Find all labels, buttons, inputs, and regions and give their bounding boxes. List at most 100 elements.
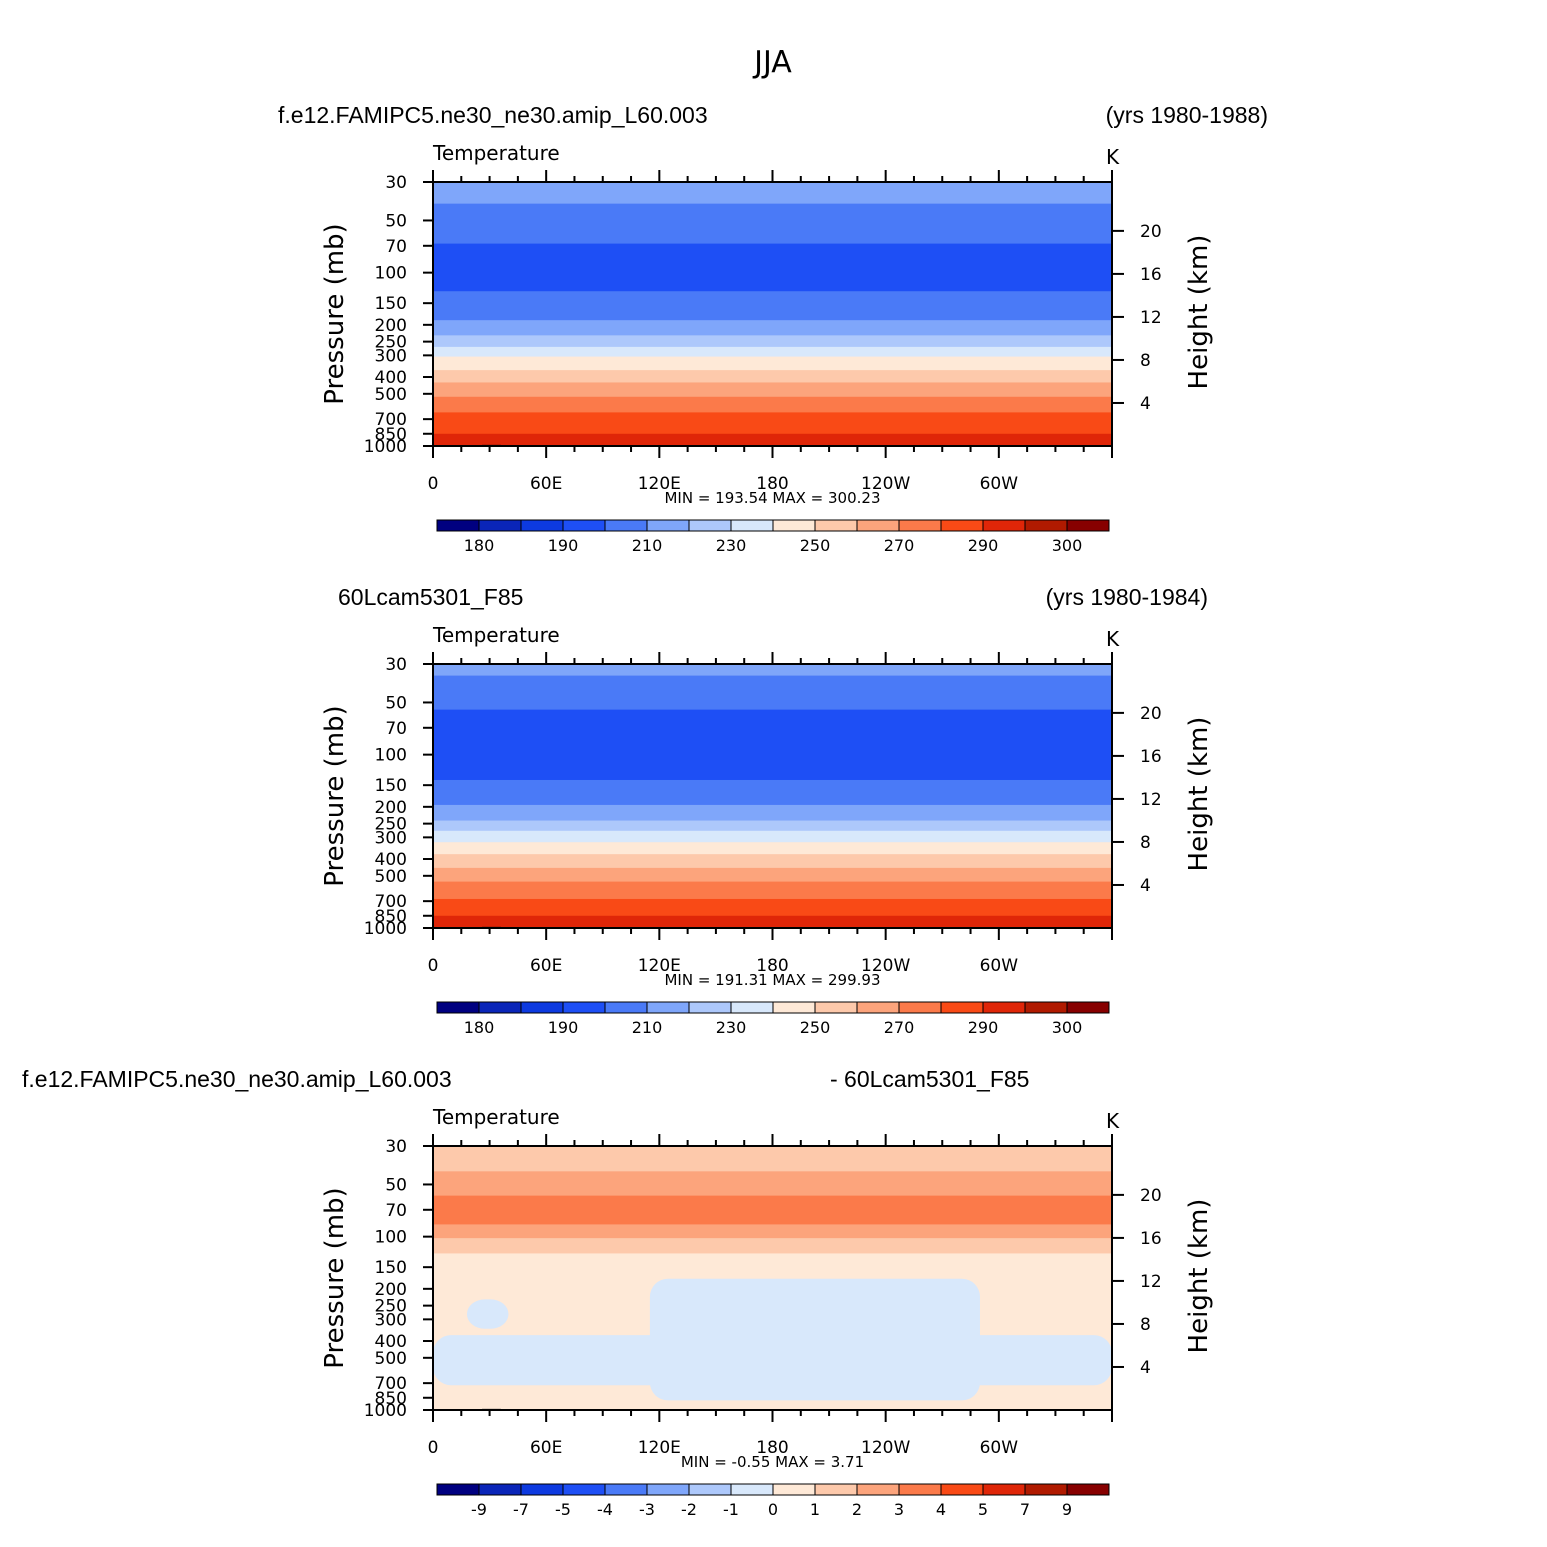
- y-tick-label: 30: [385, 655, 407, 675]
- x-tick-label: 60E: [530, 474, 562, 494]
- colorbar-label: 250: [800, 1018, 831, 1037]
- y-tick-label: 300: [375, 828, 407, 848]
- panel-1: f.e12.FAMIPC5.ne30_ne30.amip_L60.003 (yrs…: [278, 102, 1268, 555]
- colorbar-label: 270: [884, 1018, 915, 1037]
- colorbar-box: [688, 1001, 732, 1014]
- colorbar-box: [982, 1001, 1026, 1014]
- contour-band-8: [433, 356, 1112, 371]
- y-tick-label: 70: [385, 719, 407, 739]
- colorbar-label: 2: [852, 1500, 862, 1519]
- colorbar-box: [1024, 1001, 1068, 1014]
- x-tick-label: 120E: [638, 956, 681, 976]
- y-tick-label: 200: [375, 316, 407, 336]
- contour-band-13: [433, 433, 1112, 446]
- colorbar-label: 230: [716, 1018, 747, 1037]
- x-tick-label: 60W: [980, 956, 1019, 976]
- colorbar-label: 300: [1052, 1018, 1083, 1037]
- height-tick-label: 16: [1140, 265, 1162, 285]
- colorbar-label: -3: [639, 1500, 655, 1519]
- y-axis-label-right: Height (km): [1184, 1199, 1214, 1354]
- colorbar-label: -5: [555, 1500, 571, 1519]
- colorbar-box: [520, 519, 564, 532]
- colorbar-label: -7: [513, 1500, 529, 1519]
- colorbar-box: [730, 519, 774, 532]
- y-tick-label: 50: [385, 1175, 407, 1195]
- contour-band-7: [433, 830, 1112, 843]
- y-tick-label: 150: [375, 776, 407, 796]
- height-tick-label: 8: [1140, 351, 1151, 371]
- variable-label: Temperature: [432, 623, 560, 647]
- colorbar-box: [1024, 519, 1068, 532]
- y-tick-label: 150: [375, 1258, 407, 1278]
- colorbar-label: 9: [1062, 1500, 1072, 1519]
- y-tick-label: 700: [375, 892, 407, 912]
- contour-band-5: [433, 320, 1112, 336]
- x-tick-label: 0: [428, 1438, 439, 1458]
- x-tick-label: 180: [756, 1438, 788, 1458]
- colorbar-label: -9: [471, 1500, 487, 1519]
- contour-band-9: [433, 370, 1112, 383]
- colorbar-label: 210: [632, 1018, 663, 1037]
- y-tick-label: 200: [375, 798, 407, 818]
- years-label: (yrs 1980-1984): [1046, 584, 1208, 610]
- case-label: 60Lcam5301_F85: [338, 584, 523, 610]
- contour-band-1: [433, 664, 1112, 677]
- contour-band-6: [433, 335, 1112, 348]
- colorbar-box: [898, 519, 942, 532]
- contour-band-4: [433, 1224, 1112, 1239]
- colorbar-label: 4: [936, 1500, 946, 1519]
- contour-band-3: [433, 709, 1112, 781]
- contour-band-5: [433, 804, 1112, 822]
- y-tick-label: 300: [375, 1310, 407, 1330]
- minmax-text: MIN = -0.55 MAX = 3.71: [681, 1453, 864, 1471]
- colorbar-box: [1066, 519, 1110, 532]
- y-tick-label: 250: [375, 815, 407, 835]
- contour-band-3: [433, 243, 1112, 292]
- contour-band-2: [433, 203, 1112, 245]
- colorbar-box: [436, 1001, 480, 1014]
- contour-band-2: [433, 675, 1112, 711]
- plot-area: [433, 664, 1112, 928]
- y-tick-label: 150: [375, 294, 407, 314]
- y-tick-label: 500: [375, 385, 407, 405]
- colorbar-label: 210: [632, 536, 663, 555]
- x-tick-label: 180: [756, 474, 788, 494]
- colorbar-box: [436, 1483, 480, 1496]
- colorbar-label: -2: [681, 1500, 697, 1519]
- colorbar-label: 180: [464, 536, 495, 555]
- y-tick-label: 850: [375, 1389, 407, 1409]
- colorbar-label: -4: [597, 1500, 613, 1519]
- height-tick-label: 4: [1140, 1358, 1151, 1378]
- contour-region-2: [433, 1335, 1112, 1386]
- y-tick-label: 200: [375, 1280, 407, 1300]
- colorbar-box: [940, 1483, 984, 1496]
- contour-band-10: [433, 382, 1112, 398]
- contour-band-6: [433, 820, 1112, 832]
- x-tick-label: 120E: [638, 474, 681, 494]
- contour-band-13: [433, 915, 1112, 928]
- y-tick-label: 300: [375, 346, 407, 366]
- colorbar-box: [562, 519, 606, 532]
- colorbar-box: [982, 519, 1026, 532]
- contour-band-5: [433, 1238, 1112, 1254]
- contour-band-1: [433, 1146, 1112, 1172]
- colorbar-label: 190: [548, 536, 579, 555]
- height-tick-label: 20: [1140, 704, 1162, 724]
- contour-band-12: [433, 412, 1112, 435]
- height-tick-label: 16: [1140, 747, 1162, 767]
- contour-band-4: [433, 291, 1112, 321]
- y-tick-label: 30: [385, 173, 407, 193]
- colorbar-box: [772, 1483, 816, 1496]
- colorbar-box: [856, 519, 900, 532]
- colorbar-box: [772, 519, 816, 532]
- y-tick-label: 700: [375, 410, 407, 430]
- colorbar-box: [478, 1483, 522, 1496]
- height-tick-label: 4: [1140, 876, 1151, 896]
- colorbar-label: 300: [1052, 536, 1083, 555]
- colorbar-box: [604, 1001, 648, 1014]
- x-tick-label: 120W: [861, 474, 910, 494]
- height-tick-label: 12: [1140, 1272, 1162, 1292]
- contour-region-3: [466, 1299, 509, 1329]
- y-tick-label: 100: [375, 746, 407, 766]
